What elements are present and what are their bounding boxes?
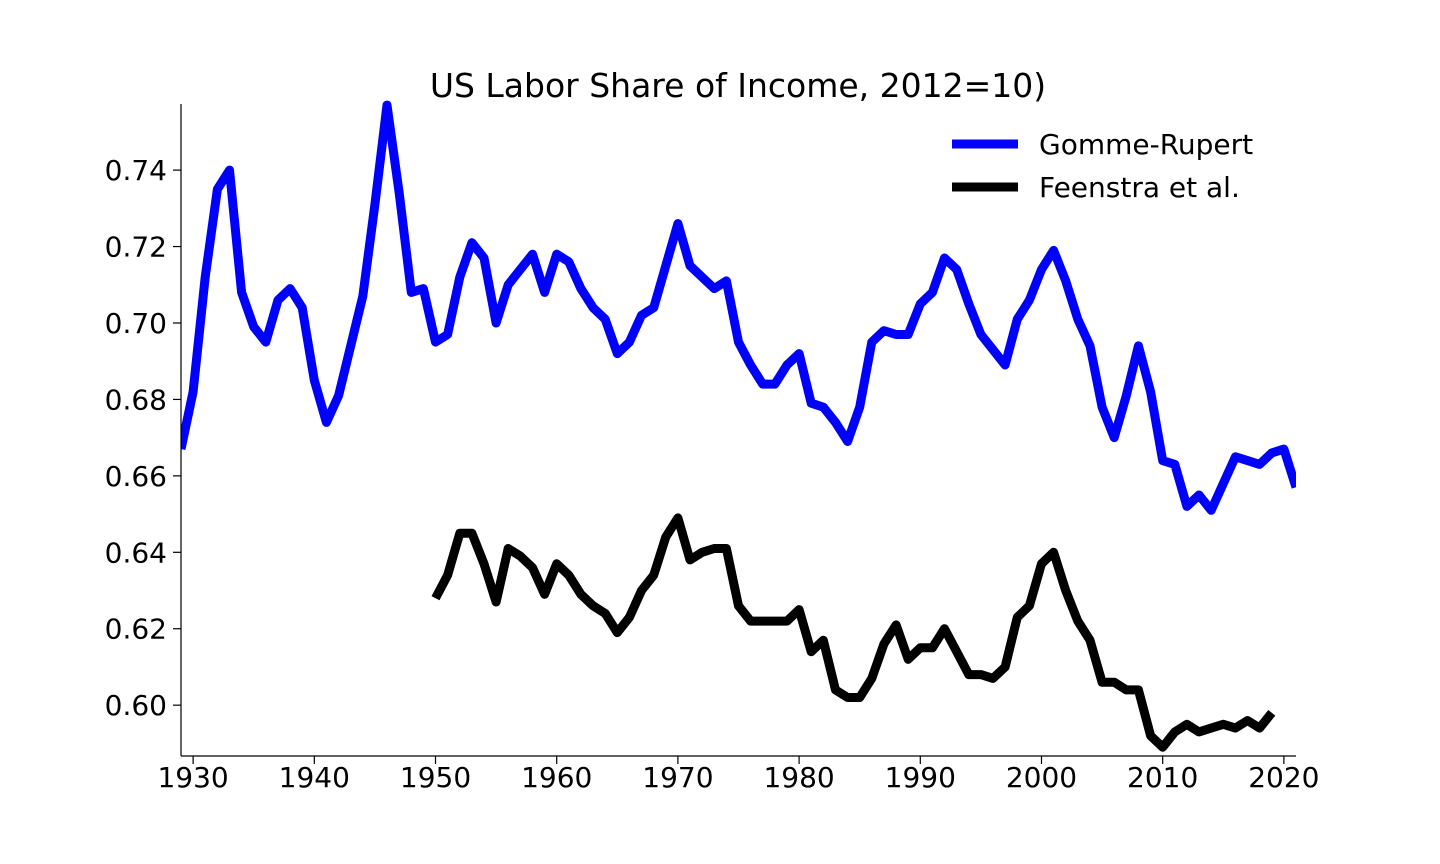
ticks-layer: 0.60 0.62 0.64 0.66 0.68 0.70 0.72 0.74 1930 1940… [105,154,1320,794]
x-tick-label: 1940 [279,761,350,794]
axes-layer [180,104,1296,757]
y-tick-label: 0.70 [105,307,167,340]
y-tick-label: 0.72 [105,231,167,264]
legend-label-gomme-rupert: Gomme-Rupert [1039,128,1253,161]
x-tick-label: 1950 [400,761,471,794]
chart-title: US Labor Share of Income, 2012=10) [430,66,1046,105]
x-tick-label: 1960 [521,761,592,794]
y-tick-label: 0.66 [105,460,167,493]
y-tick-label: 0.68 [105,383,167,416]
x-tick-label: 1930 [157,761,228,794]
x-tick-label: 1970 [642,761,713,794]
y-tick-label: 0.64 [105,536,167,569]
legend-label-feenstra: Feenstra et al. [1039,171,1240,204]
x-tick-label: 1990 [885,761,956,794]
legend: Gomme-Rupert Feenstra et al. [952,128,1253,204]
y-tick-label: 0.74 [105,154,167,187]
y-tick-label: 0.60 [105,689,167,722]
series-layer [181,100,1296,752]
y-tick-label: 0.62 [105,613,167,646]
x-tick-label: 1980 [763,761,834,794]
series-line-feenstra [431,513,1276,752]
series-line-gomme-rupert [181,100,1296,515]
x-tick-label: 2010 [1127,761,1198,794]
x-tick-label: 2020 [1248,761,1319,794]
x-tick-label: 2000 [1006,761,1077,794]
